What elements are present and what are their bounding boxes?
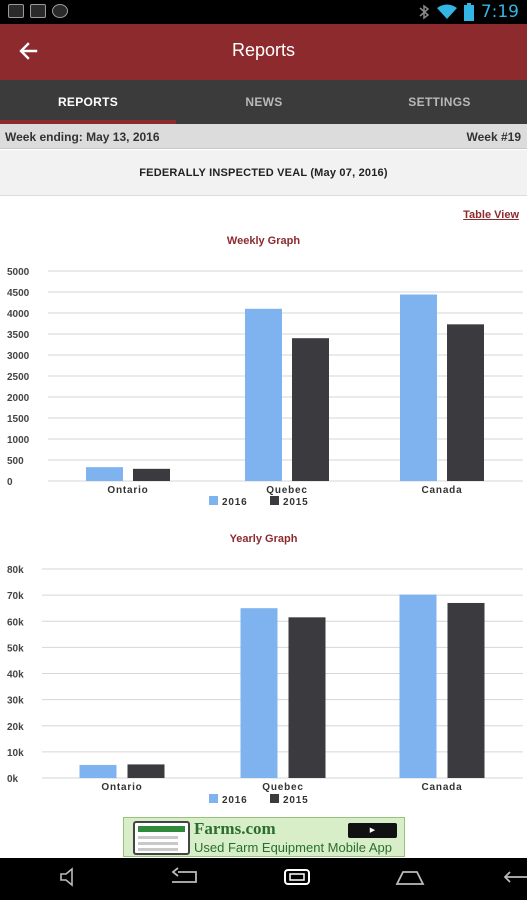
y-tick-label: 5000 xyxy=(7,267,30,278)
google-play-badge-icon: ▶ xyxy=(348,823,397,838)
y-tick-label: 4500 xyxy=(7,288,30,299)
bar-quebec-2015[interactable] xyxy=(292,338,329,481)
report-heading-box: FEDERALLY INSPECTED VEAL (May 07, 2016) xyxy=(0,150,527,196)
y-tick-label: 0k xyxy=(7,774,19,785)
y-tick-label: 30k xyxy=(7,696,24,707)
y-tick-label: 70k xyxy=(7,591,24,602)
back-icon[interactable] xyxy=(165,864,205,894)
bar-ontario-2015[interactable] xyxy=(133,468,170,481)
page-title: Reports xyxy=(231,40,296,60)
bar-canada-2016[interactable] xyxy=(400,294,437,481)
weekly-graph: 0 500 1000 1500 2000 2500 3000 3500 4000 4500 5000… xyxy=(7,267,523,508)
bar-quebec-2016[interactable] xyxy=(240,608,278,778)
y-tick-label: 80k xyxy=(7,565,24,576)
legend-swatch xyxy=(270,794,279,803)
week-number-label: Week #19 xyxy=(466,130,522,144)
bar-ontario-2015[interactable] xyxy=(127,764,165,778)
recent-apps-icon[interactable] xyxy=(390,864,430,894)
report-heading: FEDERALLY INSPECTED VEAL (May 07, 2016) xyxy=(139,167,388,179)
bar-ontario-2016[interactable] xyxy=(86,467,123,481)
y-tick-label: 2500 xyxy=(7,372,30,383)
legend-swatch xyxy=(209,496,218,505)
bar-canada-2015[interactable] xyxy=(447,324,484,481)
y-tick-label: 0 xyxy=(7,477,13,488)
legend-label: 2015 xyxy=(283,795,308,806)
y-tick-label: 50k xyxy=(7,643,24,654)
ad-tagline: Used Farm Equipment Mobile App xyxy=(194,840,392,855)
ad-banner[interactable]: Farms.com Used Farm Equipment Mobile App… xyxy=(123,817,405,857)
x-category-label: Quebec xyxy=(262,782,303,793)
yearly-graph: 0k 10k 20k 30k 40k 50k 60k 70k 80k Ontario Quebec C… xyxy=(7,565,523,806)
image-icon xyxy=(30,4,46,18)
legend-swatch xyxy=(270,496,279,505)
y-tick-label: 4000 xyxy=(7,309,30,320)
y-tick-label: 40k xyxy=(7,670,24,681)
y-tick-label: 1000 xyxy=(7,435,30,446)
bar-quebec-2015[interactable] xyxy=(288,617,326,778)
app-bar: Reports xyxy=(0,24,527,80)
x-category-label: Canada xyxy=(422,485,463,496)
week-ending-label: Week ending: May 13, 2016 xyxy=(5,130,160,144)
legend-label: 2016 xyxy=(222,795,247,806)
tab-news[interactable]: NEWS xyxy=(245,95,283,109)
bluetooth-icon xyxy=(419,4,430,20)
legend-swatch xyxy=(209,794,218,803)
legend-label: 2015 xyxy=(283,497,308,508)
week-info-row: Week ending: May 13, 2016 Week #19 xyxy=(0,124,527,149)
status-time: 7:19 xyxy=(480,2,519,22)
active-tab-indicator xyxy=(0,120,176,124)
phone-image xyxy=(133,821,190,855)
bar-quebec-2016[interactable] xyxy=(245,308,282,481)
yearly-graph-title: Yearly Graph xyxy=(229,533,298,545)
y-tick-label: 1500 xyxy=(7,414,30,425)
weekly-graph-title: Weekly Graph xyxy=(226,235,301,247)
tab-reports[interactable]: REPORTS xyxy=(57,95,119,109)
ad-brand: Farms.com xyxy=(194,819,276,838)
x-category-label: Canada xyxy=(422,782,463,793)
arrow-left-icon[interactable] xyxy=(16,38,42,64)
y-tick-label: 2000 xyxy=(7,393,30,404)
tab-bar: REPORTS NEWS SETTINGS xyxy=(0,80,527,124)
bar-canada-2015[interactable] xyxy=(447,602,485,778)
report-content[interactable]: Week ending: May 13, 2016 Week #19 FEDER… xyxy=(0,124,527,858)
notification-icon xyxy=(8,4,24,18)
x-category-label: Ontario xyxy=(101,782,142,793)
volume-icon[interactable] xyxy=(50,864,90,894)
y-tick-label: 3500 xyxy=(7,330,30,341)
bar-ontario-2016[interactable] xyxy=(79,764,117,778)
x-category-label: Quebec xyxy=(266,485,307,496)
y-tick-label: 20k xyxy=(7,722,24,733)
x-category-label: Ontario xyxy=(107,485,148,496)
y-tick-label: 60k xyxy=(7,617,24,628)
legend-label: 2016 xyxy=(222,497,247,508)
system-nav-bar xyxy=(0,858,527,900)
home-icon[interactable] xyxy=(277,864,317,894)
wifi-icon xyxy=(436,4,457,19)
bar-canada-2016[interactable] xyxy=(399,594,437,778)
menu-arrow-icon[interactable] xyxy=(500,864,527,894)
y-tick-label: 3000 xyxy=(7,351,30,362)
table-view-link[interactable]: Table View xyxy=(463,209,519,221)
shield-icon xyxy=(52,4,68,18)
y-tick-label: 500 xyxy=(7,456,24,467)
status-bar: 7:19 xyxy=(0,0,527,24)
battery-icon xyxy=(463,3,474,21)
tab-settings[interactable]: SETTINGS xyxy=(408,95,471,109)
y-tick-label: 10k xyxy=(7,748,24,759)
